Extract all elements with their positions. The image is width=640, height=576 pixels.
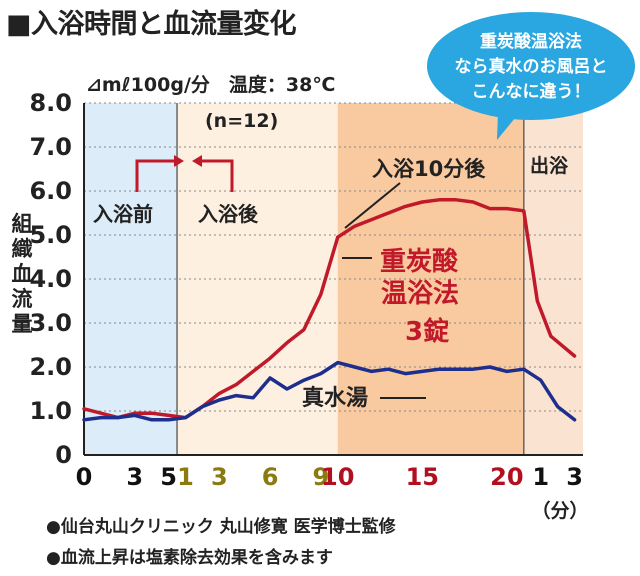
note-supervision: ●仙台丸山クリニック 丸山修寛 医学博士監修: [46, 517, 396, 537]
callout-line: 重炭酸温浴法: [480, 32, 582, 52]
y-tick-label: 4.0: [29, 265, 72, 293]
note-chlorine: ●血流上昇は塩素除去効果を含みます: [46, 548, 333, 568]
callout-bubble: [427, 12, 635, 120]
x-tick-label: 1: [532, 463, 549, 491]
series-lines: [82, 198, 577, 422]
y-axis-label-char: 織: [11, 237, 33, 261]
x-tick-label: 3: [126, 463, 143, 491]
x-tick-label: 3: [566, 463, 583, 491]
x-tick-labels: 0 3 5 1 3 6 910 15 20 1 3（分）: [76, 463, 589, 522]
y-axis-label-char: 量: [11, 312, 33, 336]
x-unit-label: （分）: [531, 499, 588, 522]
x-tick-label: 0: [76, 463, 93, 491]
y-tick-label: 1.0: [29, 397, 72, 425]
x-tick-label: 20: [490, 463, 523, 491]
tablet-series-label: 3錠: [405, 316, 449, 347]
page-title: ■入浴時間と血流量変化: [6, 9, 297, 40]
leader-after-10min: [344, 182, 401, 229]
y-axis-label-char: 組: [11, 212, 33, 236]
callout-line: こんなに違う！: [471, 82, 591, 102]
x-tick-label: 10: [321, 463, 354, 491]
y-axis-label: 組 織 血 流 量: [8, 212, 36, 337]
water-series-label: 真水湯: [302, 385, 368, 411]
y-tick-label: 2.0: [29, 353, 72, 381]
arrow-before-head: [174, 155, 184, 167]
arrow-before: [135, 159, 176, 192]
y-tick-label: 7.0: [29, 133, 72, 161]
tablet-series-label: 温浴法: [381, 279, 459, 309]
series-line: [82, 198, 577, 420]
x-tick-label: 3: [211, 463, 228, 491]
label-after-bath: 入浴後: [198, 202, 259, 226]
x-tick-label: 6: [262, 463, 279, 491]
y-tick-label: 6.0: [29, 177, 72, 205]
y-tick-labels: 0 1.0 2.0 3.0 4.0 5.0 6.0 7.0 8.0: [29, 89, 72, 469]
x-tick-label: 15: [406, 463, 439, 491]
y-axis-label-char: 流: [11, 287, 33, 311]
chart-subtitle: ⊿mℓ100g/分 温度：38℃: [86, 74, 336, 96]
y-tick-label: 0: [55, 441, 72, 469]
x-tick-label: 9: [312, 463, 329, 491]
arrow-after-head: [192, 155, 202, 167]
x-tick-label: 5: [160, 463, 177, 491]
tablet-series-label: 重炭酸: [380, 247, 459, 277]
y-tick-label: 8.0: [29, 89, 72, 117]
callout-line: なら真水のお風呂と: [454, 57, 608, 77]
series-line: [82, 360, 577, 422]
y-tick-label: 5.0: [29, 221, 72, 249]
callout-tail: [497, 112, 520, 140]
label-exit-bath: 出浴: [530, 154, 569, 177]
label-after-10min: 入浴10分後: [372, 157, 486, 181]
y-axis-label-char: 血: [11, 262, 33, 286]
x-tick-label: 1: [177, 463, 194, 491]
sample-size: (n=12): [205, 110, 278, 132]
label-before-bath: 入浴前: [93, 202, 153, 226]
callout-text: 重炭酸温浴法 なら真水のお風呂と こんなに違う！: [436, 30, 626, 105]
y-tick-label: 3.0: [29, 309, 72, 337]
arrow-after: [200, 159, 234, 192]
